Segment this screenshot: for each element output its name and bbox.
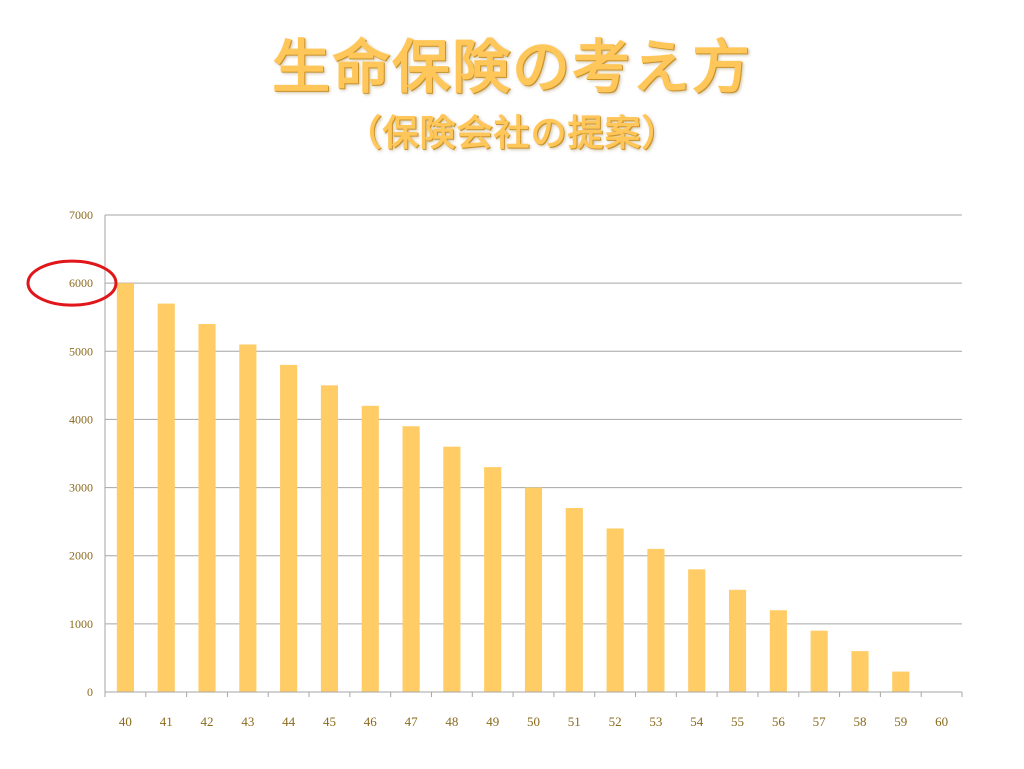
bar [565, 508, 583, 692]
y-tick-label: 1000 [69, 617, 93, 631]
x-tick-label: 58 [853, 714, 866, 729]
x-tick-label: 40 [119, 714, 132, 729]
bar [280, 364, 298, 692]
bar [361, 405, 379, 692]
bar [606, 528, 624, 692]
x-tick-label: 54 [690, 714, 704, 729]
bar [157, 303, 175, 692]
x-tick-label: 56 [772, 714, 786, 729]
bar [116, 283, 134, 692]
x-tick-label: 45 [323, 714, 336, 729]
x-tick-label: 52 [609, 714, 622, 729]
y-tick-label: 7000 [69, 208, 93, 222]
y-tick-label: 4000 [69, 412, 93, 426]
chart-title: 生命保険の考え方 [271, 33, 752, 101]
y-tick-label: 3000 [69, 481, 93, 495]
y-tick-label: 0 [87, 685, 93, 699]
x-tick-label: 43 [241, 714, 254, 729]
bar [198, 324, 216, 692]
highlight-circle [26, 259, 118, 307]
bar [769, 610, 787, 692]
bars [116, 283, 910, 692]
y-tick-label: 5000 [69, 344, 93, 358]
bar [402, 426, 420, 692]
x-tick-label: 57 [813, 714, 827, 729]
bar [524, 487, 543, 692]
x-tick-label: 42 [201, 714, 214, 729]
x-tick-label: 49 [486, 714, 499, 729]
x-tick-label: 41 [160, 714, 173, 729]
tick-labels: 0 1000 2000 3000 4000 5000 6000 7000 40 41 42 43 44 4… [69, 208, 948, 729]
x-tick-label: 50 [527, 714, 540, 729]
bar [688, 569, 706, 692]
bar [851, 651, 869, 692]
bar [320, 385, 339, 692]
y-tick-label: 6000 [69, 276, 93, 290]
bar [647, 548, 665, 692]
x-tick-label: 47 [405, 714, 419, 729]
chart-subtitle: （保険会社の提案） [345, 113, 679, 154]
bar [443, 446, 461, 692]
x-tick-label: 44 [282, 714, 296, 729]
x-tick-label: 46 [364, 714, 378, 729]
x-tick-label: 59 [894, 714, 907, 729]
x-tick-label: 51 [568, 714, 581, 729]
x-tick-label: 60 [935, 714, 948, 729]
x-tick-label: 48 [445, 714, 458, 729]
annotations [26, 259, 118, 307]
bar [892, 671, 910, 692]
bar [728, 589, 747, 692]
x-tick-label: 53 [649, 714, 662, 729]
bar [484, 467, 502, 692]
axes [104, 215, 963, 697]
y-tick-label: 2000 [69, 549, 93, 563]
bar [810, 630, 828, 692]
x-tick-label: 55 [731, 714, 744, 729]
bar [239, 344, 257, 692]
